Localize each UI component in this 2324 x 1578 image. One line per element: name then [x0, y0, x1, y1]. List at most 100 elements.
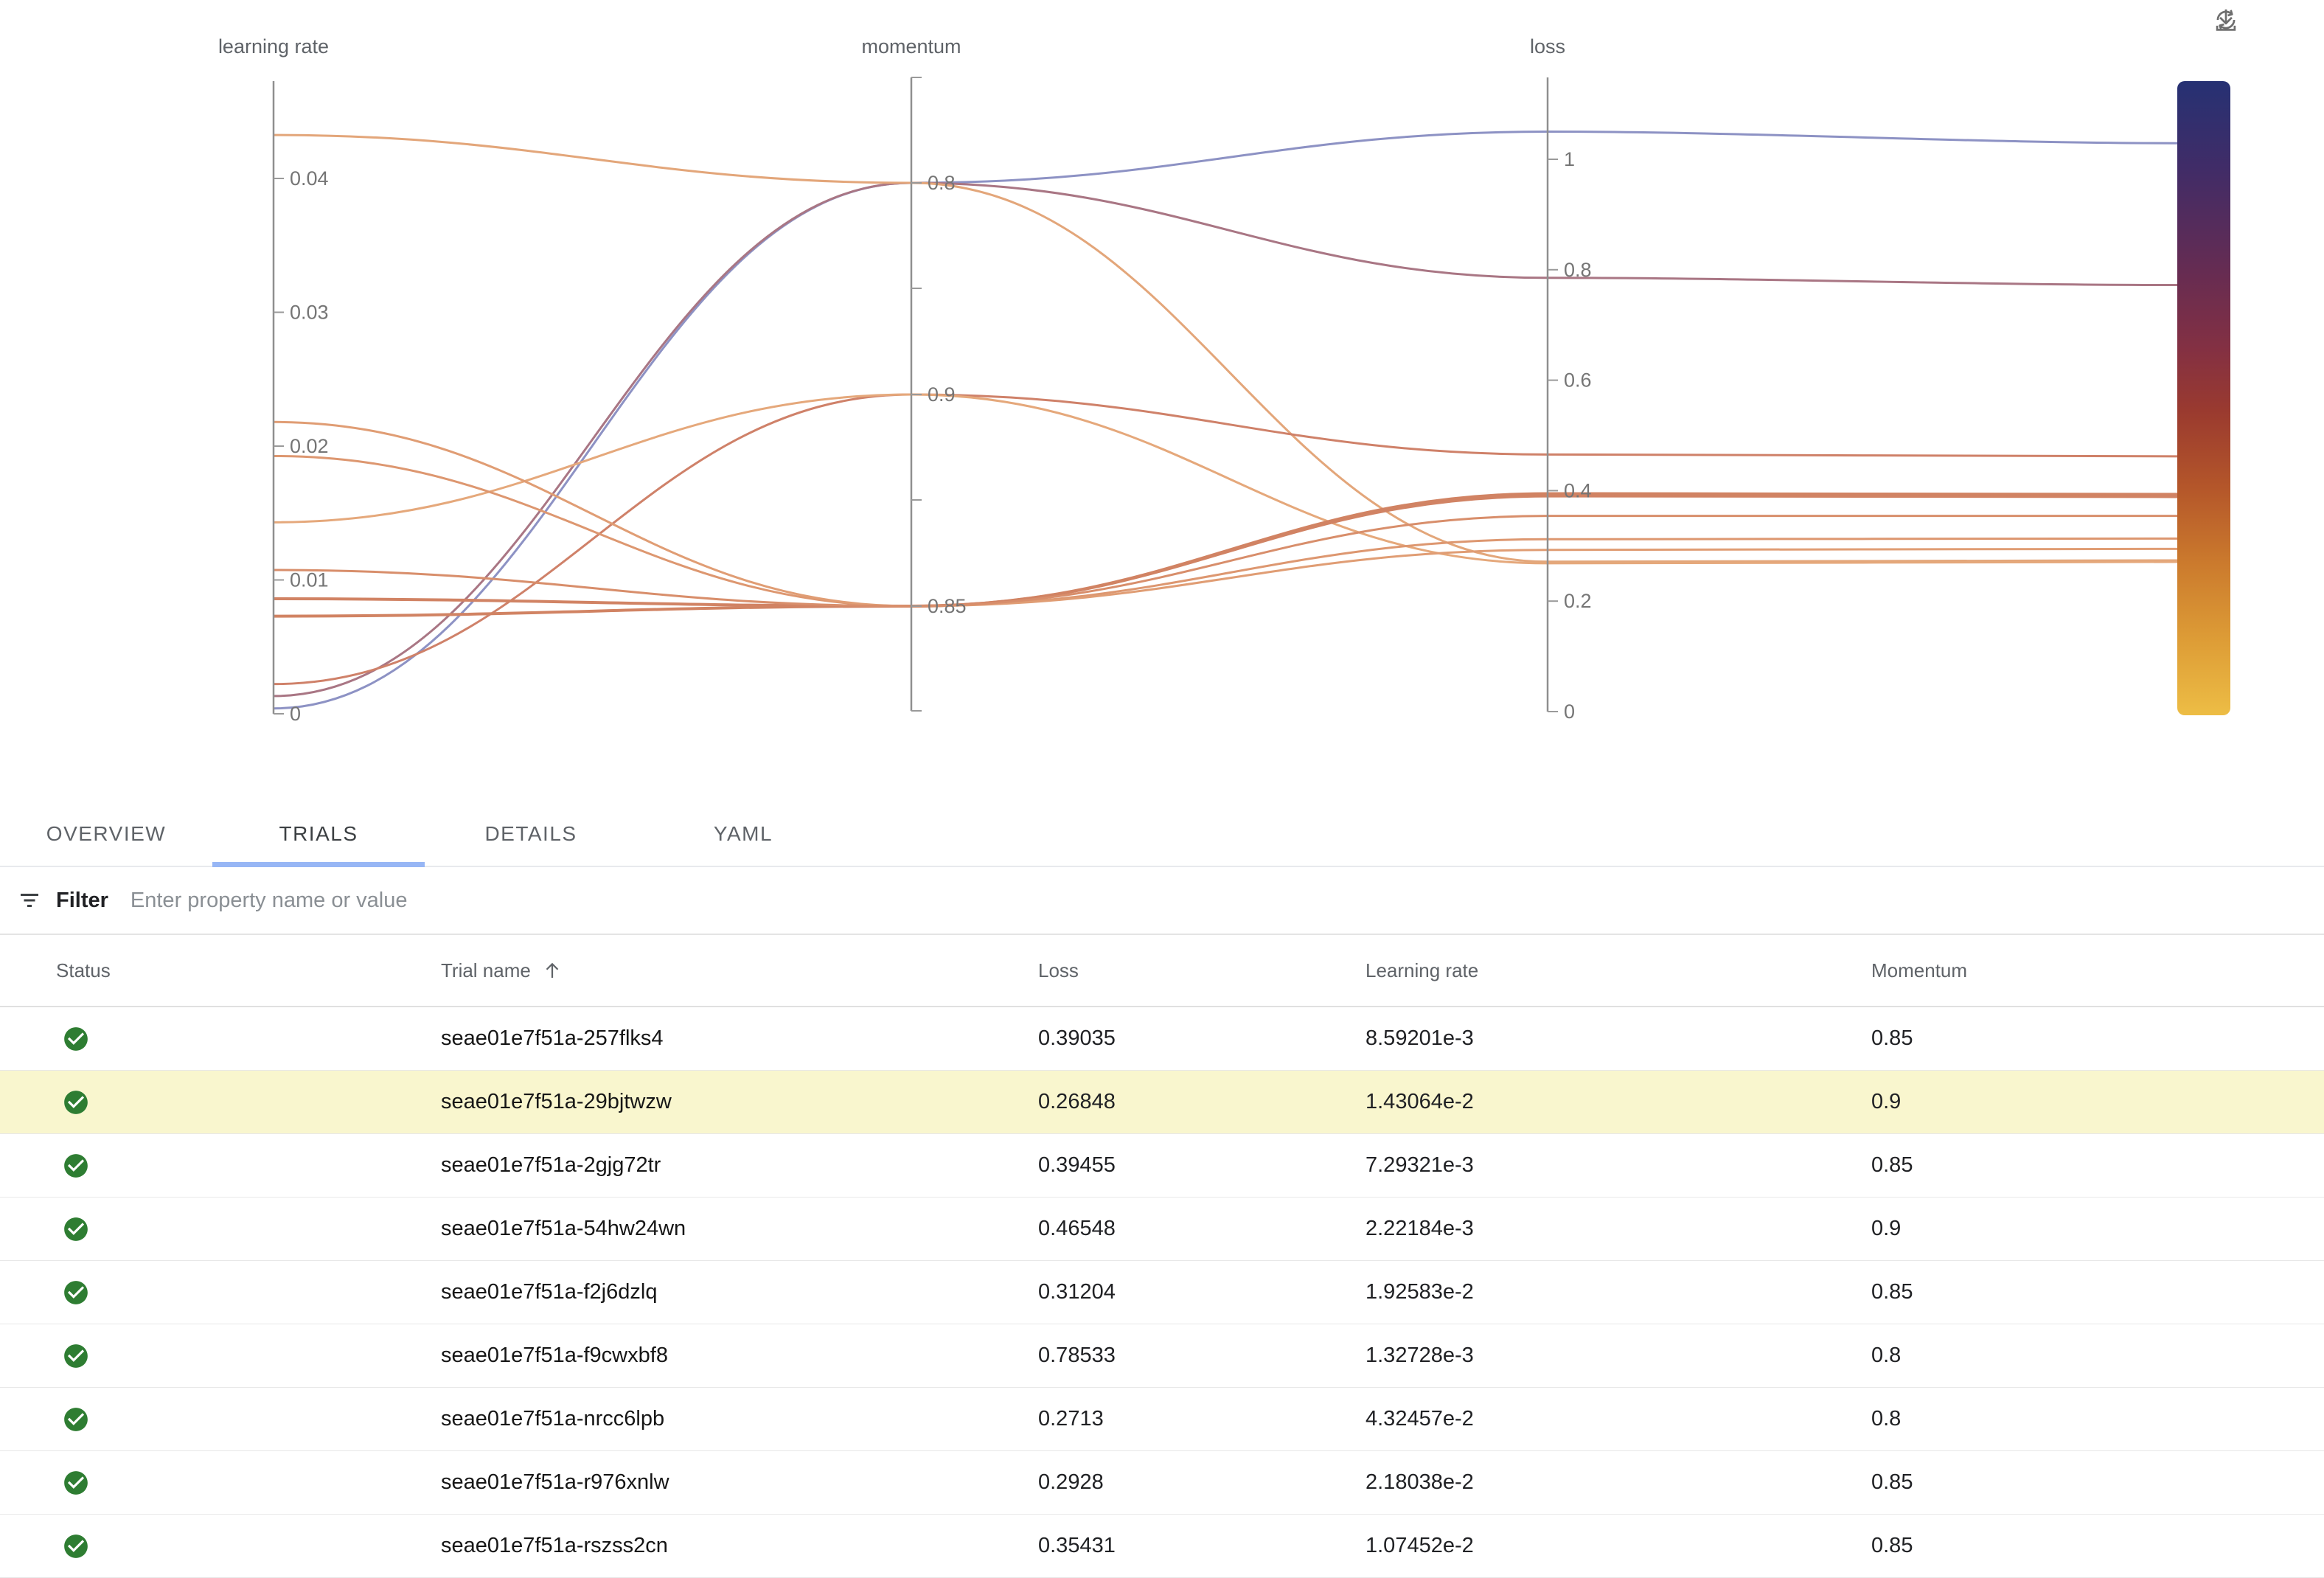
check-circle-icon [64, 1026, 88, 1051]
chart-toolbar [2212, 6, 2289, 34]
table-row[interactable]: seae01e7f51a-rszss2cn 0.35431 1.07452e-2… [0, 1515, 2324, 1578]
table-row[interactable]: seae01e7f51a-r976xnlw 0.2928 2.18038e-2 … [0, 1451, 2324, 1515]
tick-label: 0.2 [1564, 590, 1592, 612]
trial-name-cell: seae01e7f51a-f9cwxbf8 [441, 1344, 668, 1367]
momentum-cell: 0.8 [1871, 1344, 1902, 1367]
loss-cell: 0.35431 [1038, 1534, 1116, 1557]
tick-label: 0.8 [1564, 259, 1592, 281]
loss-cell: 0.46548 [1038, 1217, 1116, 1240]
tick-label: 0 [290, 703, 301, 725]
momentum-cell: 0.85 [1871, 1026, 1913, 1050]
trial-name-cell: seae01e7f51a-f2j6dzlq [441, 1280, 658, 1304]
tick-label: 0.8 [928, 172, 956, 194]
loss-cell: 0.2713 [1038, 1407, 1104, 1431]
loss-cell: 0.39455 [1038, 1153, 1116, 1177]
header-learning-rate[interactable]: Learning rate [1365, 959, 1479, 981]
momentum-cell: 0.85 [1871, 1153, 1913, 1177]
parallel-coordinates-chart[interactable]: learning rate 0.04 0.03 0.02 0.01 0 momentum 0.… [0, 0, 2324, 802]
header-loss[interactable]: Loss [1038, 959, 1079, 981]
loss-cell: 0.78533 [1038, 1344, 1116, 1367]
trial-line[interactable] [273, 492, 2178, 618]
table-row[interactable]: seae01e7f51a-f9cwxbf8 0.78533 1.32728e-3… [0, 1324, 2324, 1388]
table-row[interactable]: seae01e7f51a-nrcc6lpb 0.2713 4.32457e-2 … [0, 1388, 2324, 1451]
active-tab-indicator [212, 862, 425, 867]
table-row[interactable]: seae01e7f51a-2gjg72tr 0.39455 7.29321e-3… [0, 1134, 2324, 1198]
axis-title-momentum: momentum [861, 35, 961, 58]
table-row[interactable]: seae01e7f51a-257flks4 0.39035 8.59201e-3… [0, 1007, 2324, 1071]
loss-cell: 0.31204 [1038, 1280, 1116, 1304]
axis-title-loss: loss [1530, 35, 1565, 58]
tick-label: 0 [1564, 701, 1575, 723]
arrow-upward-icon [541, 959, 563, 981]
header-trial-name[interactable]: Trial name [441, 959, 1038, 982]
tick-label: 1 [1564, 148, 1575, 170]
learning-rate-cell: 4.32457e-2 [1365, 1407, 1474, 1431]
table-row[interactable]: seae01e7f51a-29bjtwzw 0.26848 1.43064e-2… [0, 1071, 2324, 1134]
learning-rate-cell: 1.43064e-2 [1365, 1090, 1474, 1113]
trial-line[interactable] [273, 515, 2178, 608]
check-circle-icon [64, 1344, 88, 1368]
tab-details[interactable]: DETAILS [484, 822, 577, 845]
check-circle-icon [64, 1280, 88, 1304]
tick-label: 0.6 [1564, 369, 1592, 392]
trial-status-cell [56, 1215, 441, 1243]
filter-label: Filter [56, 888, 108, 912]
learning-rate-cell: 8.59201e-3 [1365, 1026, 1474, 1050]
tab-bar: OVERVIEW TRIALS DETAILS YAML [0, 802, 2324, 867]
table-row[interactable]: seae01e7f51a-54hw24wn 0.46548 2.22184e-3… [0, 1198, 2324, 1261]
trials-table-header: Status Trial name Loss Learning rate Mom… [0, 935, 2324, 1007]
trial-line[interactable] [273, 420, 2178, 608]
check-circle-icon [64, 1217, 88, 1241]
trial-status-cell [56, 1405, 441, 1433]
momentum-cell: 0.85 [1871, 1470, 1913, 1494]
trial-line[interactable] [273, 393, 2178, 565]
loss-colorbar [2177, 81, 2230, 715]
trial-status-cell [56, 1342, 441, 1370]
tick-label: 0.4 [1564, 479, 1592, 501]
tick-label: 0.9 [928, 383, 956, 406]
check-circle-icon [64, 1407, 88, 1431]
tab-yaml[interactable]: YAML [713, 822, 773, 845]
trial-status-cell [56, 1088, 441, 1116]
filter-bar: Filter [0, 867, 2324, 935]
momentum-cell: 0.8 [1871, 1407, 1902, 1431]
check-circle-icon [64, 1534, 88, 1558]
trial-line[interactable] [273, 454, 2178, 608]
trial-line[interactable] [273, 133, 2178, 563]
trial-status-cell [56, 1279, 441, 1307]
trial-name-cell: seae01e7f51a-rszss2cn [441, 1534, 668, 1557]
parallel-coordinates-svg[interactable]: learning rate 0.04 0.03 0.02 0.01 0 momentum 0.… [0, 0, 2324, 802]
trial-name-cell: seae01e7f51a-257flks4 [441, 1026, 664, 1050]
trial-line[interactable] [273, 131, 2178, 710]
momentum-cell: 0.85 [1871, 1534, 1913, 1557]
learning-rate-cell: 1.07452e-2 [1365, 1534, 1474, 1557]
download-icon[interactable] [2216, 6, 2289, 34]
trial-name-cell: seae01e7f51a-r976xnlw [441, 1470, 669, 1494]
check-circle-icon [64, 1470, 88, 1495]
tick-label: 0.02 [290, 435, 329, 457]
tab-overview[interactable]: OVERVIEW [46, 822, 167, 845]
trials-table-body: seae01e7f51a-257flks4 0.39035 8.59201e-3… [0, 1007, 2324, 1578]
trial-status-cell [56, 1532, 441, 1560]
tick-label: 0.03 [290, 302, 329, 324]
trial-line[interactable] [273, 393, 2178, 686]
header-momentum[interactable]: Momentum [1871, 959, 1968, 981]
trial-line[interactable] [273, 181, 2178, 698]
tick-label: 0.01 [290, 569, 329, 591]
trial-status-cell [56, 1469, 441, 1497]
axis-title-lr: learning rate [218, 35, 329, 58]
momentum-cell: 0.9 [1871, 1090, 1902, 1113]
trial-status-cell [56, 1025, 441, 1053]
tab-trials[interactable]: TRIALS [279, 822, 358, 845]
momentum-cell: 0.85 [1871, 1280, 1913, 1304]
table-row[interactable]: seae01e7f51a-f2j6dzlq 0.31204 1.92583e-2… [0, 1261, 2324, 1324]
trial-name-cell: seae01e7f51a-nrcc6lpb [441, 1407, 665, 1431]
header-status[interactable]: Status [56, 959, 111, 981]
check-circle-icon [64, 1153, 88, 1178]
loss-cell: 0.2928 [1038, 1470, 1104, 1494]
trial-name-cell: seae01e7f51a-54hw24wn [441, 1217, 686, 1240]
check-circle-icon [64, 1090, 88, 1114]
refresh-icon[interactable] [2212, 6, 2240, 34]
learning-rate-cell: 1.92583e-2 [1365, 1280, 1474, 1304]
filter-input[interactable] [128, 887, 2324, 914]
